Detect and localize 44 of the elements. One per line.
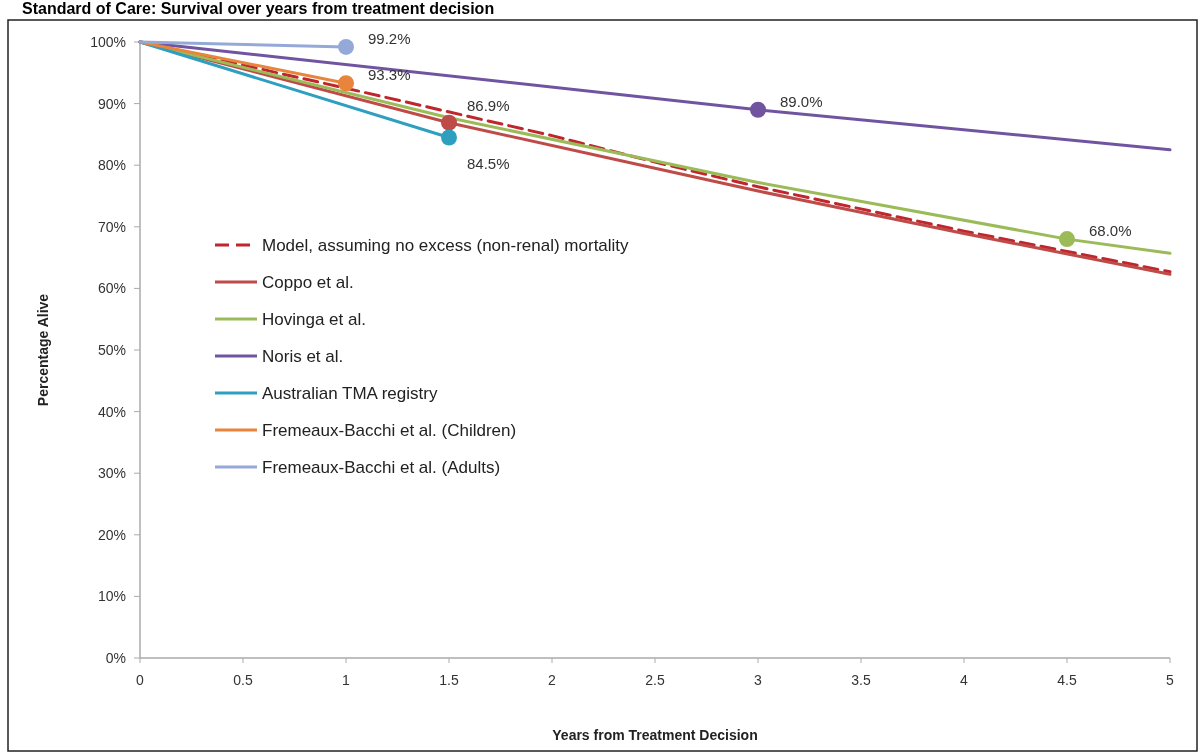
legend-label: Coppo et al. — [262, 272, 354, 292]
y-tick-label: 90% — [97, 95, 126, 112]
legend-label: Hovinga et al. — [262, 309, 366, 329]
x-tick-label: 5 — [1166, 672, 1175, 688]
point — [441, 129, 457, 146]
y-axis-title: Percentage Alive — [35, 293, 51, 407]
legend-label: Australian TMA registry — [262, 383, 438, 403]
x-tick-label: 2.5 — [645, 672, 665, 688]
data-label: 99.2% — [368, 29, 411, 47]
legend-label: Noris et al. — [262, 346, 344, 366]
legend-label: Fremeaux-Bacchi et al. (Adults) — [262, 457, 501, 477]
point — [338, 75, 354, 92]
x-tick-label: 0 — [136, 672, 145, 688]
x-tick-label: 3 — [754, 672, 763, 688]
y-tick-label: 60% — [97, 280, 126, 297]
x-tick-label: 1 — [342, 672, 351, 688]
data-label: 86.9% — [467, 96, 510, 114]
y-tick-label: 50% — [97, 341, 126, 358]
data-label: 89.0% — [780, 92, 823, 110]
point — [441, 114, 457, 131]
legend-label: Model, assuming no excess (non-renal) mortality — [262, 235, 630, 255]
y-tick-label: 30% — [97, 465, 126, 482]
y-tick-label: 70% — [97, 218, 126, 235]
data-label: 93.3% — [368, 66, 411, 84]
x-tick-label: 0.5 — [233, 672, 253, 688]
y-tick-label: 40% — [97, 403, 126, 420]
data-label: 84.5% — [467, 155, 510, 173]
point — [1059, 231, 1075, 248]
chart-title: Standard of Care: Survival over years from treatment decision — [22, 0, 495, 17]
point — [338, 38, 354, 55]
point — [750, 101, 766, 118]
y-tick-label: 80% — [97, 157, 126, 174]
y-tick-label: 100% — [90, 33, 126, 50]
x-tick-label: 3.5 — [851, 672, 871, 688]
x-tick-label: 2 — [548, 672, 557, 688]
data-label: 68.0% — [1089, 222, 1132, 240]
y-tick-label: 0% — [105, 649, 126, 666]
x-tick-label: 4.5 — [1057, 672, 1077, 688]
x-tick-label: 1.5 — [439, 672, 459, 688]
x-tick-label: 4 — [960, 672, 969, 688]
y-tick-label: 20% — [97, 526, 126, 543]
legend-label: Fremeaux-Bacchi et al. (Children) — [262, 420, 517, 440]
y-tick-label: 10% — [97, 588, 126, 605]
x-axis-title: Years from Treatment Decision — [552, 727, 758, 743]
